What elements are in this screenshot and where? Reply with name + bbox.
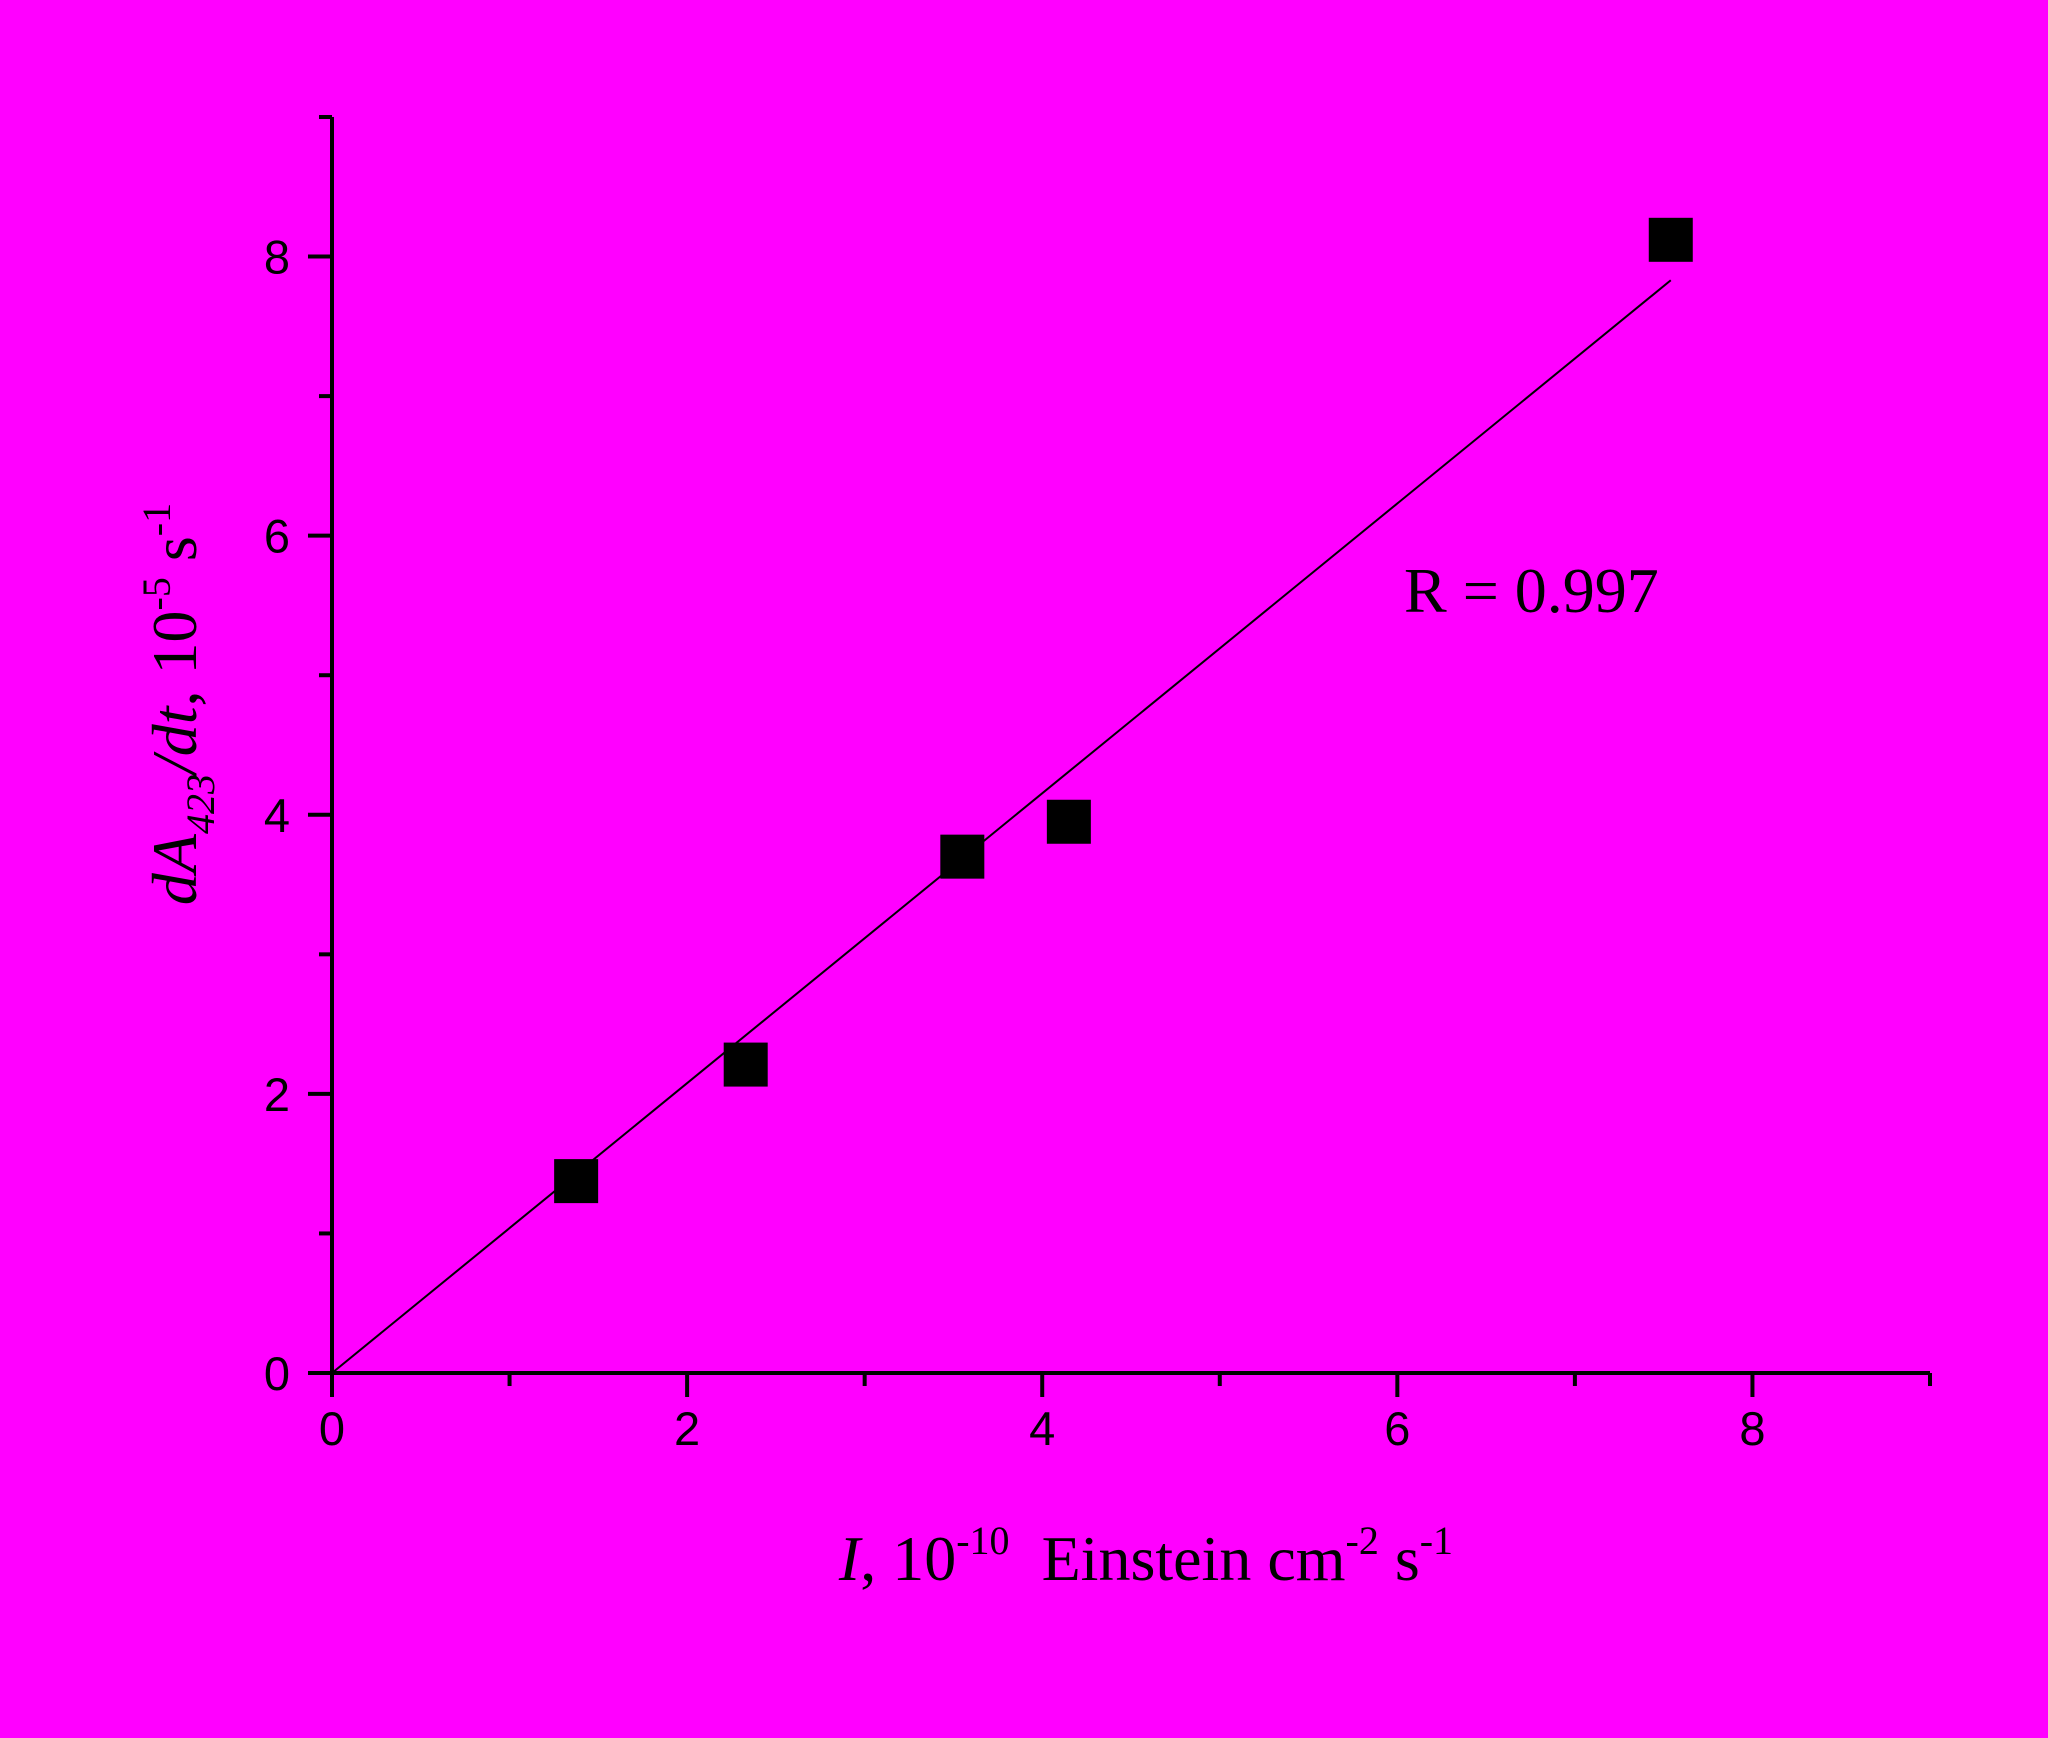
- label-part: 423: [178, 774, 223, 834]
- label-part: -1: [134, 503, 179, 536]
- annotation: R = 0.997: [1404, 555, 1659, 626]
- x-tick-label: 4: [1029, 1402, 1055, 1455]
- fit-line: [331, 279, 1672, 1374]
- label-part: dA: [139, 833, 210, 905]
- x-tick-label: 0: [319, 1402, 345, 1455]
- label-part: I: [838, 1523, 863, 1594]
- point: [1648, 217, 1693, 262]
- label-part: /dt: [139, 704, 210, 777]
- point: [940, 834, 985, 879]
- x-axis-label: I, 10-10 Einstein cm-2 s-1: [759, 1497, 1501, 1594]
- x-tick-label: 8: [1739, 1402, 1765, 1455]
- y-axis-label: dA423/dt, 10-5 s-1: [113, 455, 223, 985]
- y-tick-label: 6: [264, 510, 290, 563]
- label-part: -2: [1346, 1518, 1379, 1563]
- point: [554, 1159, 599, 1204]
- label-part: s: [139, 536, 210, 577]
- label-part: -1: [1420, 1518, 1453, 1563]
- label-part: s: [1379, 1523, 1420, 1594]
- y-tick-label: 4: [264, 789, 290, 842]
- point: [723, 1042, 768, 1087]
- y-tick-label: 0: [264, 1347, 290, 1400]
- x-tick-label: 6: [1384, 1402, 1410, 1455]
- label-part: Einstein cm: [1010, 1523, 1346, 1594]
- x-tick-label: 2: [674, 1402, 700, 1455]
- label-part: , 10: [860, 1523, 956, 1594]
- point: [1046, 799, 1091, 844]
- y-tick-label: 8: [264, 231, 290, 284]
- label-part: -5: [134, 577, 179, 610]
- y-tick-label: 2: [264, 1068, 290, 1121]
- label-part: , 10: [139, 610, 210, 706]
- label-part: -10: [956, 1518, 1009, 1563]
